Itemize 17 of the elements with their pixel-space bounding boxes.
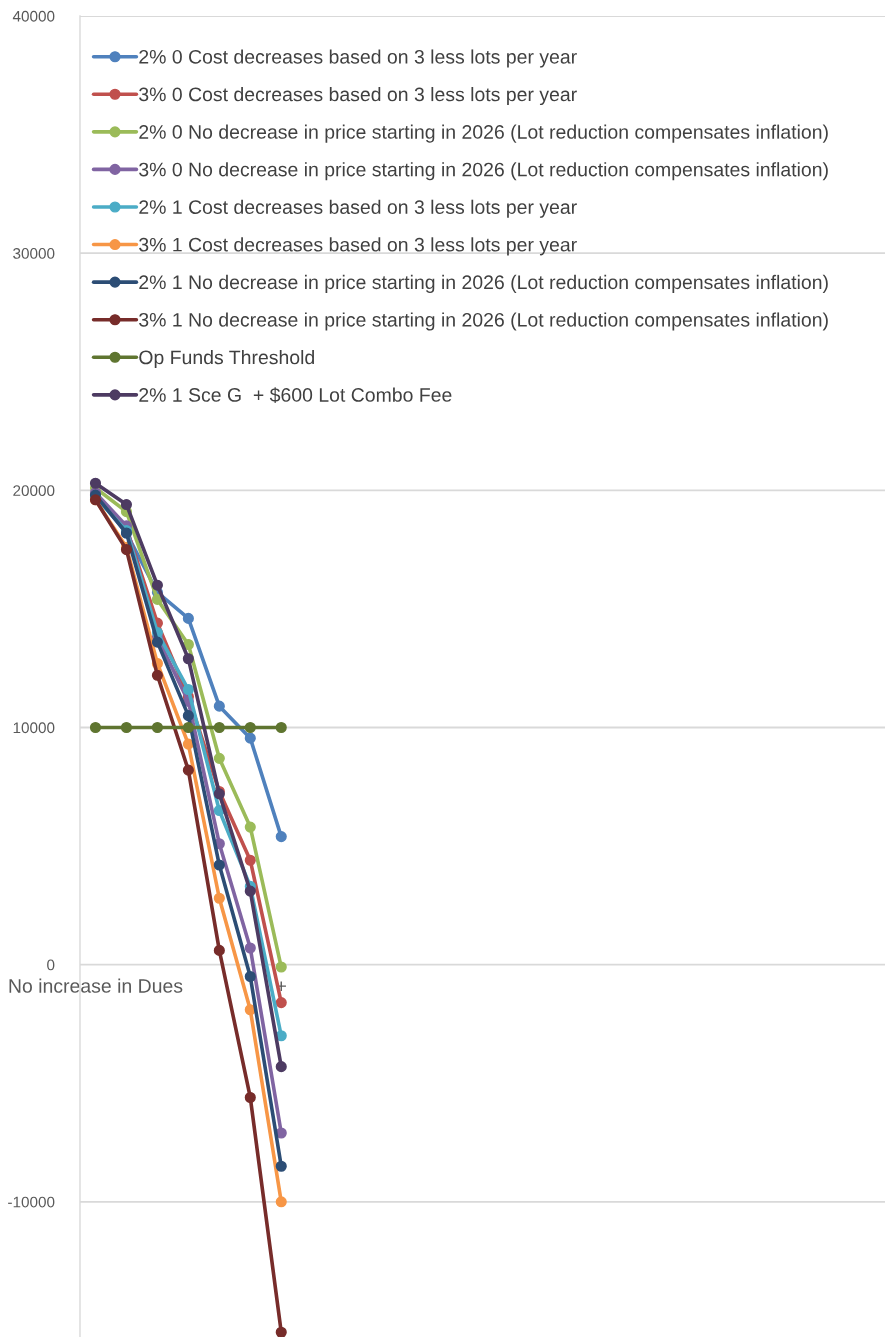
- legend-label: 3% 0 Cost decreases based on 3 less lots per year: [139, 87, 577, 106]
- y-tick-label: 40000: [12, 10, 55, 22]
- y-tick-label: 20000: [13, 485, 55, 497]
- y-tick-label: 0: [47, 959, 55, 971]
- y-tick-label: 30000: [13, 248, 55, 259]
- legend-label: 3% 0 No decrease in price starting in 2026 (Lot reduction compensates inflation): [139, 162, 828, 181]
- legend-label: 3% 1 No decrease in price starting in 2026 (Lot reduction compensates inflation): [139, 312, 828, 331]
- legend-label: 2% 1 Cost decreases based on 3 less lots per year: [139, 199, 577, 218]
- legend-label: 3% 1 Cost decreases based on 3 less lots per year: [139, 237, 577, 256]
- y-tick-label: 10000: [13, 722, 55, 734]
- legend-label: 2% 1 Sce G + $600 Lot Combo Fee: [139, 387, 452, 403]
- x-tick-label: No increase in Dues: [9, 978, 183, 993]
- legend-label: Op Funds Threshold: [139, 349, 314, 369]
- y-tick-label: -10000: [8, 1196, 55, 1208]
- legend-label: 2% 0 Cost decreases based on 3 less lots per year: [139, 49, 577, 68]
- legend-label: 2% 1 No decrease in price starting in 2026 (Lot reduction compensates inflation): [139, 274, 828, 293]
- legend-label: 2% 0 No decrease in price starting in 2026 (Lot reduction compensates inflation): [139, 124, 828, 143]
